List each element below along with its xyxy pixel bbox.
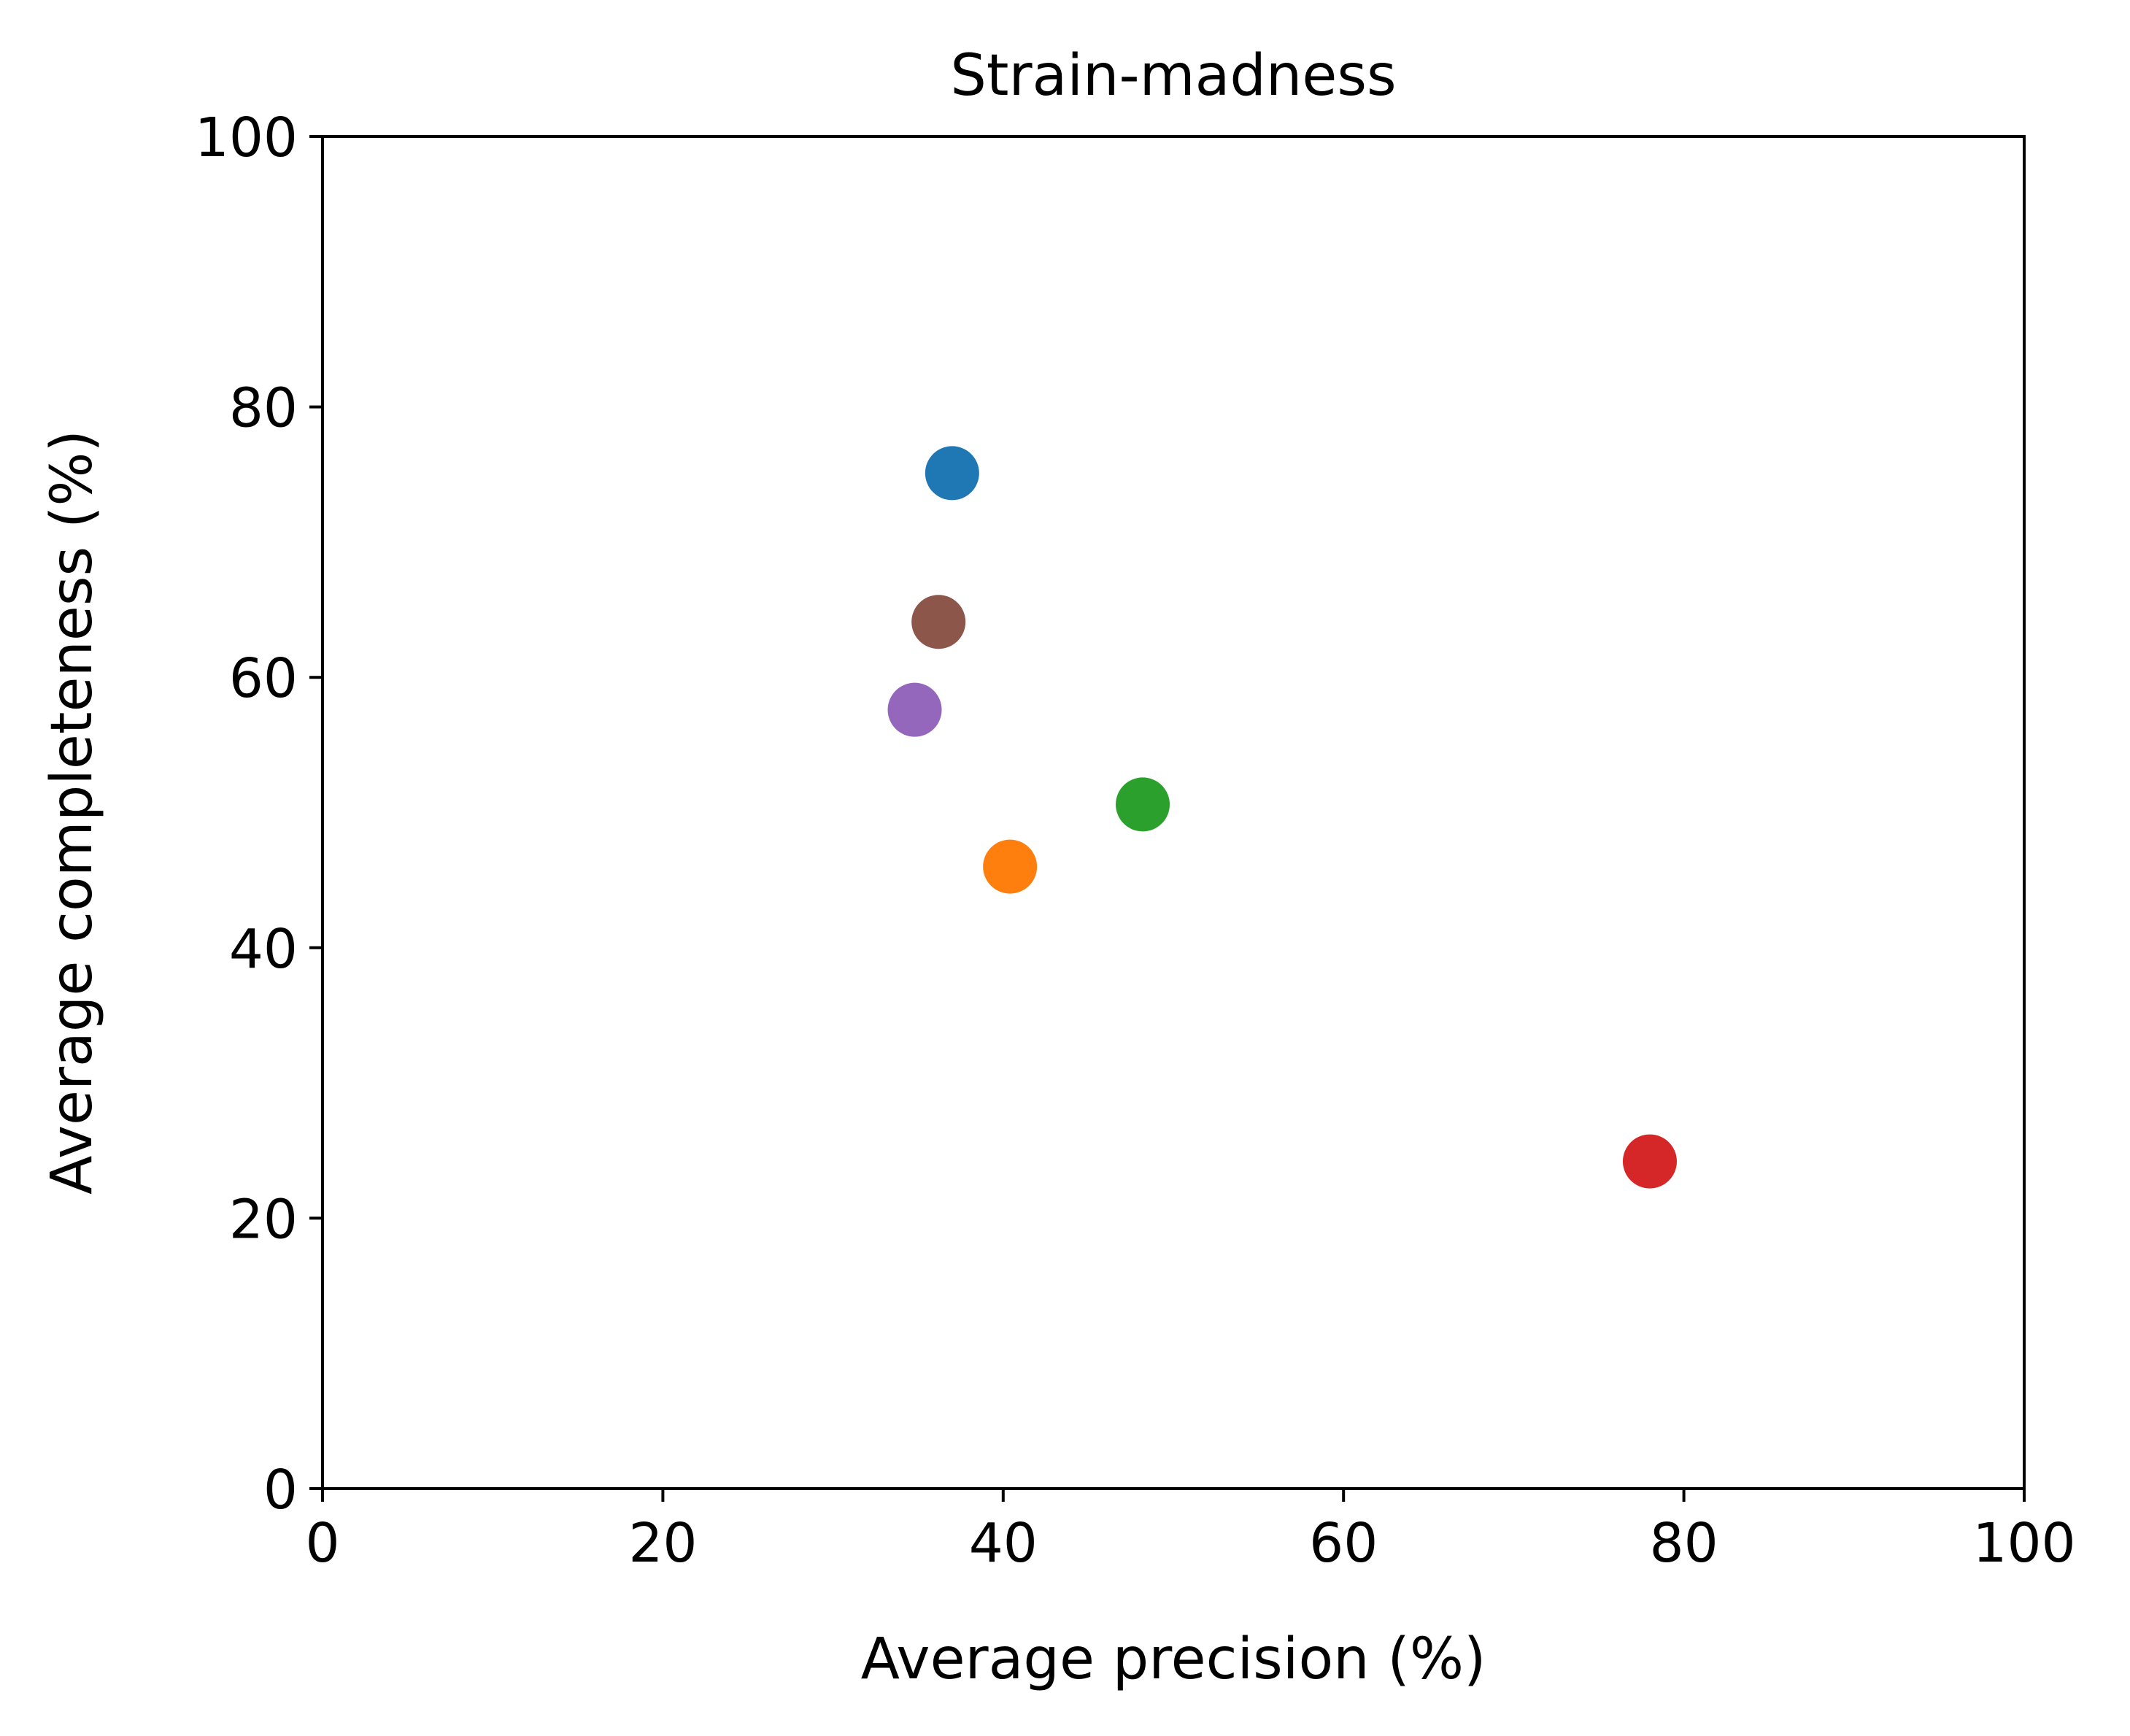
scatter-point-point-5 [887,682,942,737]
chart-title: Strain-madness [950,43,1396,109]
plot-area-frame [321,135,2026,1490]
ticks-layer: 0 20 40 60 80 100 0 20 40 60 80 100 [195,107,2076,1575]
y-tick-label: 100 [195,107,298,169]
scatter-point-point-4 [1622,1134,1677,1189]
y-axis-title: Average completeness (%) [39,430,105,1195]
y-tick-label: 20 [229,1188,298,1251]
scatter-point-point-2 [983,839,1038,894]
y-tick-label: 40 [229,918,298,981]
x-tick-label: 0 [305,1512,339,1575]
x-tick-label: 80 [1650,1512,1718,1575]
y-tick-label: 60 [229,647,298,710]
scatter-point-point-3 [1116,777,1170,832]
x-axis-title: Average precision (%) [861,1627,1486,1692]
scatter-point-point-6 [911,595,966,649]
y-tick-label: 0 [263,1459,298,1521]
points-layer [887,446,1677,1189]
x-tick-label: 40 [969,1512,1038,1575]
scatter-point-point-1 [925,446,979,501]
x-tick-label: 20 [628,1512,697,1575]
y-tick-label: 80 [229,377,298,440]
x-tick-label: 60 [1309,1512,1378,1575]
x-tick-label: 100 [1972,1512,2075,1575]
